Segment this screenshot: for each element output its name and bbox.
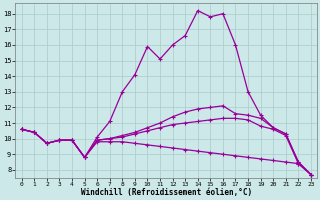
X-axis label: Windchill (Refroidissement éolien,°C): Windchill (Refroidissement éolien,°C) [81,188,252,197]
